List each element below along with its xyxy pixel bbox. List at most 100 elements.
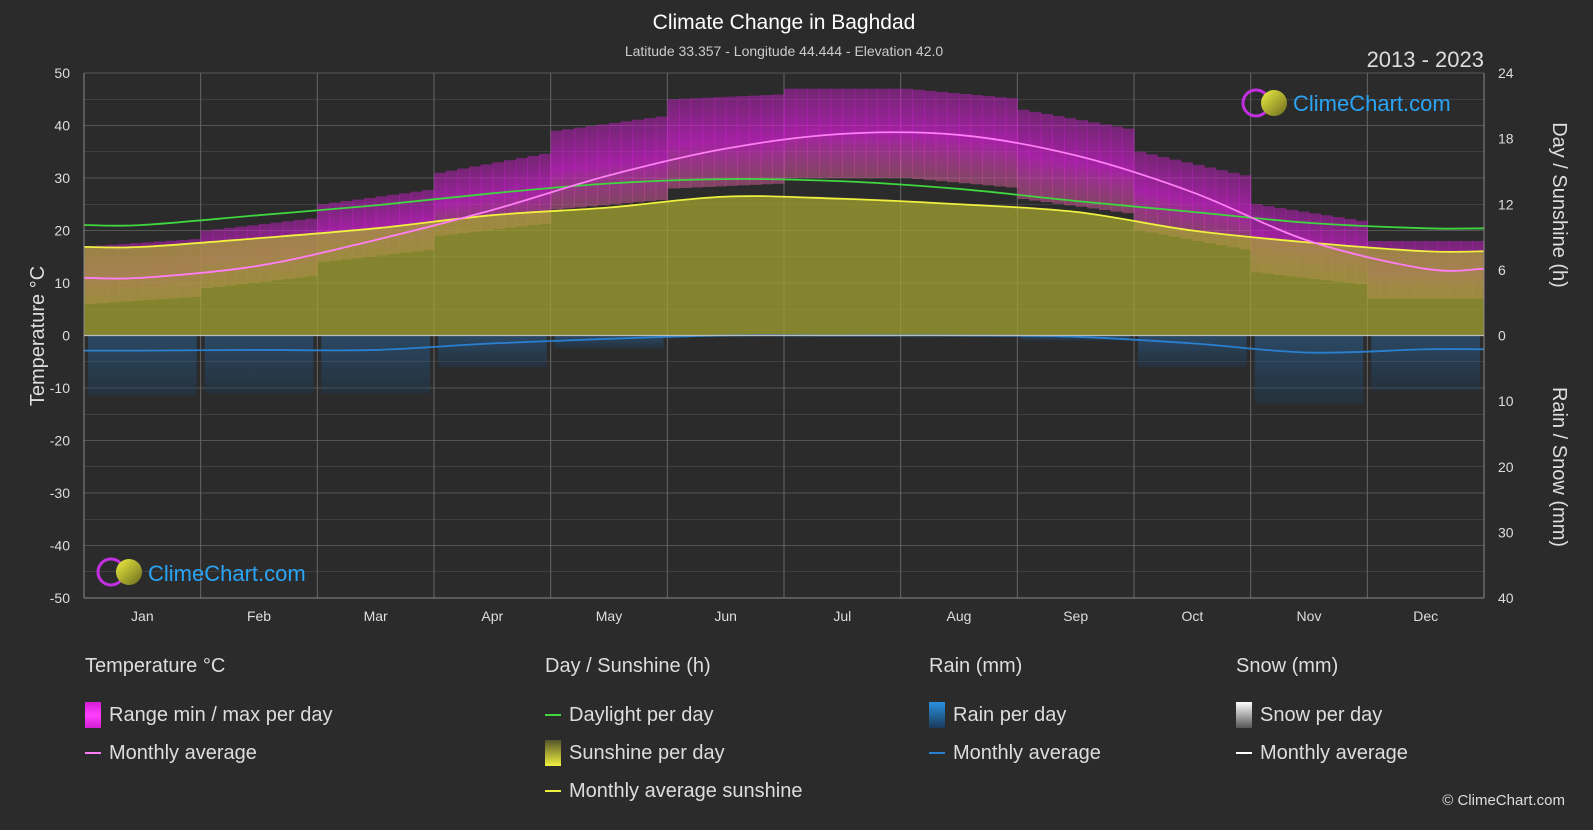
brand-logo-top[interactable]: ClimeChart.com bbox=[1241, 88, 1451, 118]
y-right-bottom-axis-title: Rain / Snow (mm) bbox=[1548, 387, 1570, 547]
temp-range-bar bbox=[480, 164, 493, 231]
temp-range-bar bbox=[667, 99, 680, 189]
axes: 50 40 30 20 10 0 -10 -20 -30 -40 -50 24 18 12 6 0 10 20 30… bbox=[50, 65, 1514, 624]
legend-item-temp-range: Range min / max per day bbox=[85, 696, 332, 734]
rain-bar bbox=[1021, 335, 1130, 341]
legend-sunshine-title: Day / Sunshine (h) bbox=[545, 655, 711, 677]
y-left-tick-label: -30 bbox=[50, 485, 70, 501]
rain-bar bbox=[1254, 335, 1364, 404]
y-right-bottom-tick-label: 40 bbox=[1498, 590, 1514, 606]
legend-temp-range-label: Range min / max per day bbox=[109, 703, 333, 726]
legend-temperature: Temperature °C Range min / max per day M… bbox=[85, 655, 332, 772]
temp-range-bar bbox=[772, 94, 785, 184]
legend-sunshine-avg-label: Monthly average sunshine bbox=[569, 779, 803, 802]
rain-bar bbox=[554, 335, 664, 349]
legend-daylight-label: Daylight per day bbox=[569, 703, 714, 726]
temp-range-bar bbox=[1157, 157, 1170, 235]
x-tick-label: Dec bbox=[1413, 608, 1438, 624]
legend-item-sunshine: Sunshine per day bbox=[545, 734, 802, 772]
temp-range-bar bbox=[492, 162, 505, 230]
temp-range-bar bbox=[1169, 159, 1182, 237]
legend-temp-avg-label: Monthly average bbox=[109, 741, 257, 764]
legend-item-daylight: Daylight per day bbox=[545, 696, 802, 734]
temp-range-bar bbox=[760, 95, 773, 185]
snow-avg-swatch bbox=[1236, 752, 1252, 754]
y-left-tick-label: 20 bbox=[54, 223, 70, 239]
temp-range-bar bbox=[807, 88, 820, 178]
temp-range-swatch bbox=[85, 702, 101, 728]
temp-range-bar bbox=[749, 95, 762, 185]
temp-range-bar bbox=[585, 126, 598, 207]
y-right-top-tick-label: 24 bbox=[1498, 65, 1514, 81]
legend-item-snow: Snow per day bbox=[1236, 696, 1408, 734]
temp-range-bar bbox=[655, 116, 668, 201]
y-right-top-tick-label: 6 bbox=[1498, 262, 1506, 278]
temp-range-bar bbox=[714, 97, 727, 187]
temp-range-bar bbox=[1134, 151, 1147, 231]
temp-range-bar bbox=[504, 160, 517, 228]
y-right-top-tick-label: 12 bbox=[1498, 196, 1514, 212]
copyright: © ClimeChart.com bbox=[1442, 792, 1565, 809]
temp-range-bar bbox=[970, 95, 983, 185]
y-left-tick-label: 30 bbox=[54, 170, 70, 186]
temp-range-bar bbox=[515, 158, 528, 227]
y-right-top-axis-title: Day / Sunshine (h) bbox=[1548, 122, 1570, 288]
y-right-bottom-tick-label: 30 bbox=[1498, 524, 1514, 540]
chart-subtitle: Latitude 33.357 - Longitude 44.444 - Ele… bbox=[625, 43, 944, 59]
legend-sunshine: Day / Sunshine (h) Daylight per day Suns… bbox=[545, 655, 802, 810]
temp-range-bar bbox=[644, 118, 657, 202]
y-right-top-tick-label: 18 bbox=[1498, 131, 1514, 147]
sunshine-avg-line bbox=[83, 195, 1485, 253]
legend-snow: Snow (mm) Snow per day Monthly average bbox=[1236, 655, 1408, 772]
temp-range-bar bbox=[795, 88, 808, 178]
temp-range-bar bbox=[994, 97, 1007, 187]
y-right-bottom-tick-label: 10 bbox=[1498, 393, 1514, 409]
temp-range-bar bbox=[1145, 154, 1158, 233]
y-left-tick-label: -20 bbox=[50, 433, 70, 449]
legend-rain-label: Rain per day bbox=[953, 703, 1067, 726]
temp-range-bar bbox=[877, 88, 890, 178]
y-right-bottom-tick-label: 20 bbox=[1498, 459, 1514, 475]
temp-range-bar bbox=[702, 97, 715, 187]
y-left-tick-label: 50 bbox=[54, 65, 70, 81]
rain-bar bbox=[88, 335, 197, 396]
chart-title: Climate Change in Baghdad bbox=[653, 11, 916, 34]
legend-rain-avg-label: Monthly average bbox=[953, 741, 1101, 764]
legend-snow-avg-label: Monthly average bbox=[1260, 741, 1408, 764]
temp-range-bar bbox=[690, 98, 703, 188]
x-tick-label: May bbox=[596, 608, 622, 624]
legend-item-rain-avg: Monthly average bbox=[929, 734, 1101, 772]
y-left-tick-label: -50 bbox=[50, 590, 70, 606]
legend-sunshine-label: Sunshine per day bbox=[569, 741, 725, 764]
x-tick-label: Jul bbox=[833, 608, 851, 624]
legend-rain-title: Rain (mm) bbox=[929, 655, 1023, 677]
temp-range-bar bbox=[550, 130, 563, 210]
sunshine-swatch bbox=[545, 740, 561, 766]
temp-range-bar bbox=[1204, 167, 1217, 244]
legend-item-snow-avg: Monthly average bbox=[1236, 734, 1408, 772]
temp-range-bar bbox=[1215, 170, 1228, 246]
x-tick-label: Aug bbox=[947, 608, 972, 624]
y-left-tick-label: -40 bbox=[50, 538, 70, 554]
y-left-tick-label: 0 bbox=[62, 328, 70, 344]
x-tick-label: Nov bbox=[1297, 608, 1322, 624]
temp-range-bar bbox=[1075, 120, 1088, 207]
temp-range-bar bbox=[1239, 175, 1252, 250]
rain-bar bbox=[204, 335, 314, 394]
x-tick-label: Oct bbox=[1181, 608, 1203, 624]
temp-range-bar bbox=[935, 91, 948, 182]
temp-range-bar bbox=[912, 89, 925, 180]
rain-bar bbox=[1371, 335, 1480, 391]
year-range: 2013 - 2023 bbox=[1367, 47, 1484, 72]
brand-logo-bottom[interactable]: ClimeChart.com bbox=[96, 557, 306, 587]
brand-text-bottom: ClimeChart.com bbox=[148, 561, 306, 586]
temp-range-bar bbox=[679, 98, 692, 188]
temp-avg-swatch bbox=[85, 752, 101, 754]
temp-range-bar bbox=[1110, 126, 1123, 212]
temp-range-bar bbox=[784, 88, 797, 178]
y-left-tick-label: 40 bbox=[54, 118, 70, 134]
temp-range-bar bbox=[1099, 124, 1112, 211]
rain-swatch bbox=[929, 702, 945, 728]
sunshine-avg-swatch bbox=[545, 790, 561, 792]
